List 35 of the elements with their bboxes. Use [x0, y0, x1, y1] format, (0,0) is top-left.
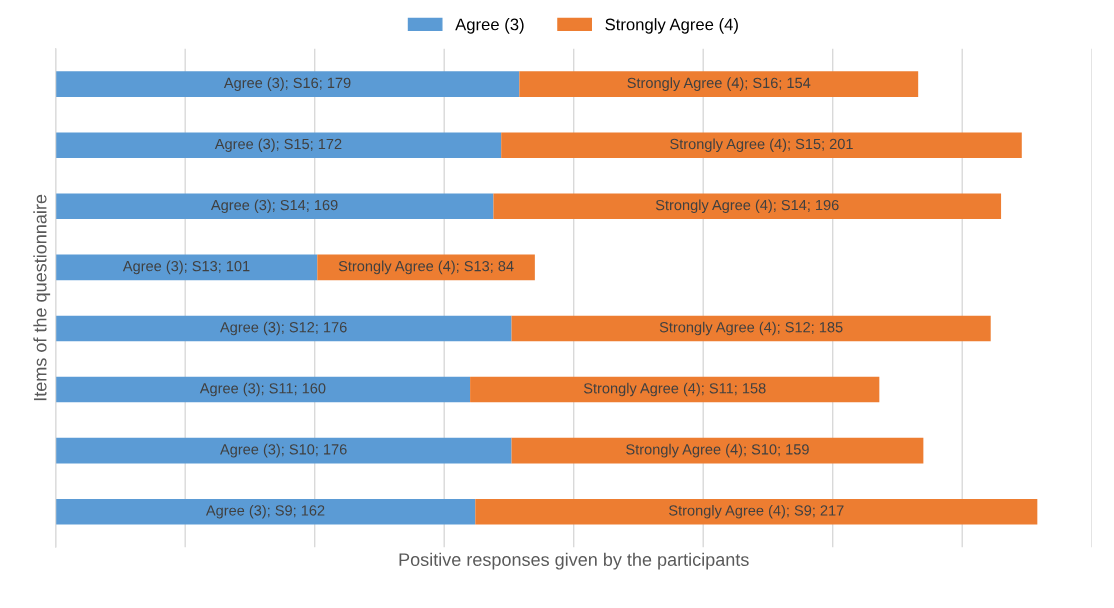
bar: [493, 193, 1002, 220]
data-label: Agree (3); S14; 169: [210, 199, 338, 214]
data-label: Strongly Agree (4); S10; 159: [626, 443, 809, 458]
data-label: Strongly Agree (4); S14; 196: [655, 199, 839, 214]
data-label: Agree (3); S10; 176: [220, 443, 347, 458]
bar: [55, 254, 318, 281]
data-label: Agree (3); S12; 176: [220, 321, 347, 336]
bar: [470, 376, 880, 403]
bar: [519, 71, 919, 97]
data-label: Agree (3); S16; 179: [223, 77, 351, 91]
bar: [55, 71, 520, 97]
bar: [55, 193, 494, 220]
data-label: Strongly Agree (4); S9; 217: [669, 504, 844, 519]
bar: [55, 315, 512, 342]
bar: [55, 437, 512, 464]
bar: [475, 498, 1038, 525]
bar: [501, 132, 1022, 159]
x-axis-title: Positive responses given by the participants: [399, 552, 749, 570]
legend-label: Agree (3): [455, 18, 524, 34]
data-label: Strongly Agree (4); S13; 84: [338, 260, 514, 275]
bar: [55, 498, 476, 525]
data-label: Agree (3); S9; 162: [205, 504, 325, 519]
bar: [55, 132, 502, 159]
bar: [511, 315, 991, 342]
y-axis-title: Items of the questionnaire: [33, 194, 51, 401]
data-label: Strongly Agree (4); S15; 201: [670, 138, 853, 153]
data-label: Agree (3); S11; 160: [199, 382, 326, 397]
bar: [55, 376, 471, 403]
data-label: Strongly Agree (4); S16; 154: [627, 77, 811, 91]
data-label: Strongly Agree (4); S11; 158: [583, 382, 766, 397]
bar: [511, 437, 924, 464]
data-label: Agree (3); S15; 172: [214, 138, 342, 153]
data-label: Agree (3); S13; 101: [122, 260, 250, 275]
data-label: Strongly Agree (4); S12; 185: [659, 321, 843, 336]
legend-label: Strongly Agree (4): [605, 18, 738, 34]
